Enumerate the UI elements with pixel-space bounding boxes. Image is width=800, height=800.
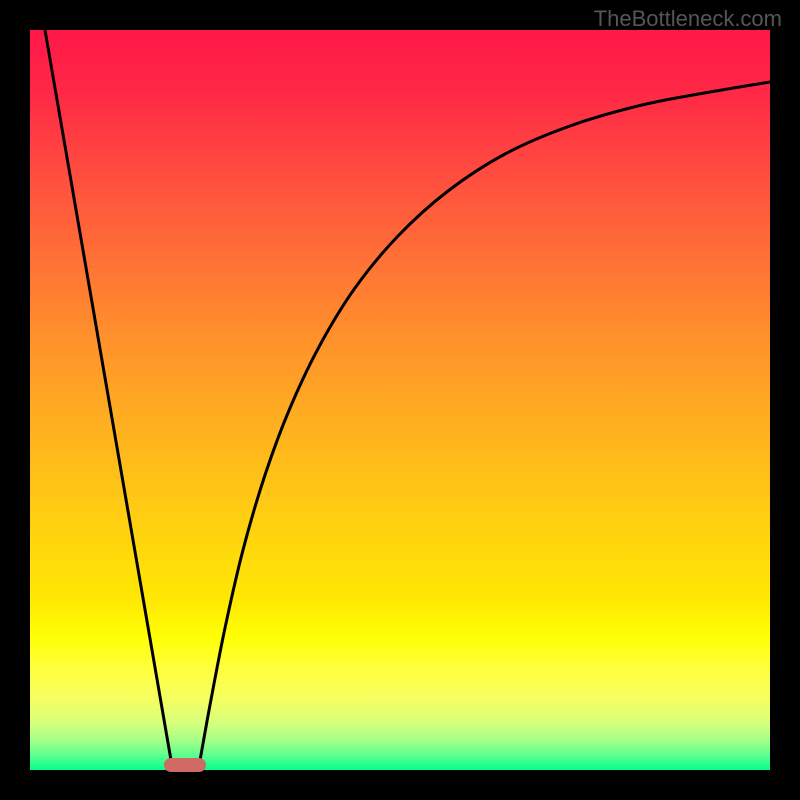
left-descending-line bbox=[45, 30, 172, 766]
minimum-marker bbox=[164, 758, 206, 772]
plot-area bbox=[30, 30, 770, 770]
curve-layer bbox=[30, 30, 770, 770]
right-rising-curve bbox=[199, 82, 770, 766]
watermark-text: TheBottleneck.com bbox=[594, 6, 782, 32]
